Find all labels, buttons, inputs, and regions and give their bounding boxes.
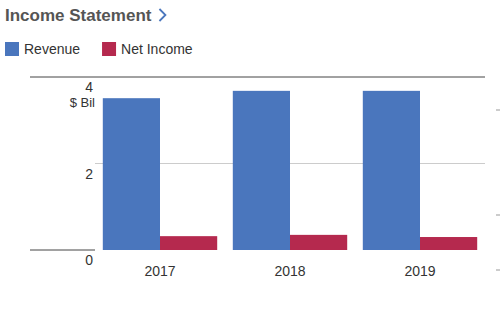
bars bbox=[103, 91, 477, 250]
bar bbox=[233, 91, 290, 250]
chart: Income Statement Revenue Net Income 0 2 4$ Bi… bbox=[0, 0, 500, 317]
bar bbox=[160, 236, 217, 250]
bar bbox=[420, 237, 477, 250]
edge-tick bbox=[496, 215, 500, 216]
title-chevron[interactable] bbox=[159, 9, 165, 21]
y-tick-label: 2 bbox=[85, 166, 93, 182]
bar bbox=[290, 235, 347, 250]
legend-swatch bbox=[102, 42, 116, 56]
y-axis-label: $ Bil bbox=[70, 95, 95, 110]
edge-tick bbox=[496, 270, 500, 271]
y-tick-label: 4 bbox=[85, 79, 93, 95]
edge-tick bbox=[496, 110, 500, 111]
grid-line bbox=[30, 250, 95, 251]
y-tick-label: 0 bbox=[85, 252, 93, 268]
legend-label: Net Income bbox=[121, 41, 193, 57]
legend-swatch bbox=[5, 42, 19, 56]
x-tick-label: 2018 bbox=[274, 263, 305, 279]
grid-line bbox=[30, 77, 485, 78]
x-tick-label: 2017 bbox=[144, 263, 175, 279]
title: Income Statement bbox=[5, 6, 152, 25]
legend-label: Revenue bbox=[24, 41, 80, 57]
bar bbox=[363, 91, 420, 250]
x-tick-label: 2019 bbox=[404, 263, 435, 279]
bar bbox=[103, 98, 160, 250]
